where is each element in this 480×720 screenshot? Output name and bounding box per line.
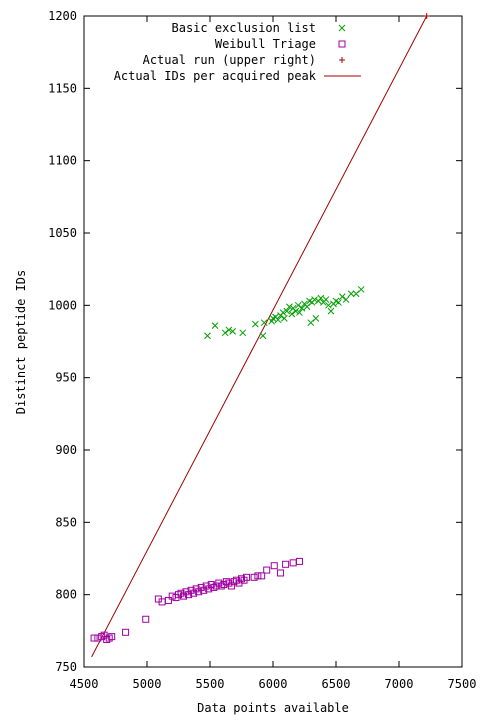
data-point xyxy=(357,286,365,293)
data-point xyxy=(294,301,302,309)
data-point xyxy=(311,296,318,303)
series-layer xyxy=(90,13,430,658)
data-point xyxy=(338,293,346,301)
data-point xyxy=(280,314,288,322)
x-axis-title: Data points available xyxy=(197,701,349,715)
data-point xyxy=(108,633,116,641)
data-point xyxy=(254,572,262,580)
y-tick-label: 850 xyxy=(55,515,77,529)
data-point xyxy=(312,314,320,322)
legend-entry-label: Actual IDs per acquired peak xyxy=(114,69,317,83)
axis-ticks: 4500 5000 5500 6000 6500 7000 7500 750 800 850 900… xyxy=(48,9,476,691)
y-tick-label: 750 xyxy=(55,660,77,674)
data-point xyxy=(342,296,350,303)
data-point xyxy=(347,290,355,298)
data-point xyxy=(221,329,229,337)
data-point xyxy=(122,628,130,636)
data-point xyxy=(289,559,297,567)
x-tick-label: 7000 xyxy=(385,677,414,691)
data-point xyxy=(258,572,266,580)
y-tick-label: 1150 xyxy=(48,81,77,95)
x-tick-label: 6000 xyxy=(259,677,288,691)
x-tick-label: 7500 xyxy=(448,677,477,691)
data-point xyxy=(250,573,258,581)
y-tick-label: 950 xyxy=(55,371,77,385)
data-point xyxy=(164,596,172,604)
data-point xyxy=(225,326,233,334)
legend-marker-swatch xyxy=(338,24,346,32)
data-point xyxy=(423,13,430,19)
y-axis-title: Distinct peptide IDs xyxy=(14,270,28,415)
data-point xyxy=(335,299,342,306)
y-tick-label: 800 xyxy=(55,588,77,602)
data-point xyxy=(277,569,285,577)
series-line xyxy=(91,15,428,658)
data-point xyxy=(274,316,282,324)
legend: Basic exclusion list Weibull Triage Actual… xyxy=(114,21,361,83)
legend-marker-swatch xyxy=(339,57,345,63)
data-point xyxy=(168,592,176,600)
x-tick-label: 6500 xyxy=(322,677,351,691)
data-point xyxy=(298,304,306,312)
y-tick-label: 1100 xyxy=(48,154,77,168)
y-tick-label: 1000 xyxy=(48,298,77,312)
x-tick-label: 5500 xyxy=(196,677,225,691)
data-point xyxy=(259,332,267,340)
legend-marker-swatch xyxy=(338,40,346,48)
plot-frame xyxy=(83,15,463,668)
legend-entry-label: Basic exclusion list xyxy=(172,21,317,35)
data-point xyxy=(263,566,271,574)
data-point xyxy=(229,328,237,335)
legend-entry-label: Actual run (upper right) xyxy=(143,53,316,67)
x-tick-label: 4500 xyxy=(70,677,99,691)
data-point xyxy=(239,329,247,337)
x-tick-label: 5000 xyxy=(133,677,162,691)
y-tick-label: 900 xyxy=(55,443,77,457)
data-point xyxy=(322,296,330,303)
legend-entry-label: Weibull Triage xyxy=(215,37,316,51)
data-point xyxy=(243,573,251,581)
data-point xyxy=(142,615,150,623)
data-point xyxy=(327,307,335,315)
data-point xyxy=(279,309,287,316)
data-point xyxy=(252,320,259,328)
data-point xyxy=(286,303,293,311)
data-point xyxy=(283,307,291,315)
data-point xyxy=(292,307,300,315)
y-tick-label: 1050 xyxy=(48,226,77,240)
data-point xyxy=(270,562,278,570)
data-point xyxy=(260,319,268,327)
data-point xyxy=(288,310,296,318)
data-point xyxy=(211,322,219,329)
y-tick-label: 1200 xyxy=(48,9,77,23)
data-point xyxy=(317,294,325,302)
data-point xyxy=(295,557,303,565)
data-point xyxy=(325,301,332,309)
data-point xyxy=(296,309,303,316)
data-point xyxy=(204,332,211,340)
data-point xyxy=(282,560,290,568)
data-point xyxy=(90,634,98,642)
